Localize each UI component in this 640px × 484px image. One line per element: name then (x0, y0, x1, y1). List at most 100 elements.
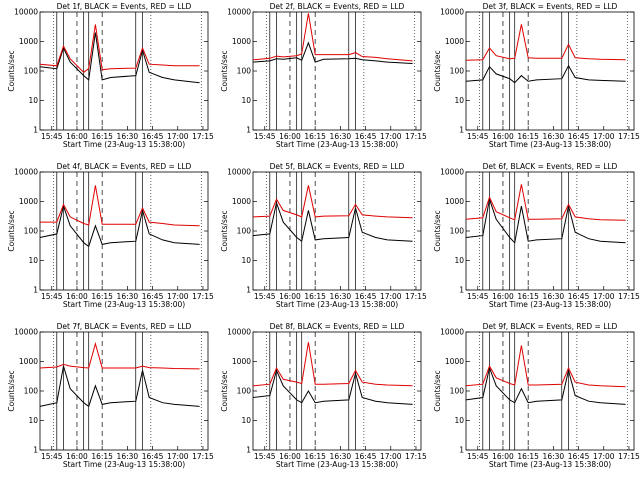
x-axis-label: Start Time (23-Aug-13 15:38:00) (276, 300, 398, 309)
plot-frame (252, 171, 422, 291)
x-tick-label: 16:00 (66, 132, 88, 141)
x-tick-label: 17:00 (593, 132, 615, 141)
lld-series-line (39, 341, 200, 370)
panel-2: Det 2f, BLACK = Events, RED = LLD 1 10 100 1… (220, 2, 427, 149)
x-tick-label: 17:00 (380, 292, 402, 301)
y-tick-label: 1000 (19, 37, 38, 46)
y-tick-label: 100 (24, 227, 39, 236)
plot-frame (465, 171, 635, 291)
lld-series-line (252, 13, 413, 62)
x-tick-label: 16:45 (568, 292, 590, 301)
y-tick-label: 1 (246, 446, 251, 455)
y-tick-label: 10000 (440, 8, 464, 17)
x-tick-label: 16:00 (279, 452, 301, 461)
x-axis-label: Start Time (23-Aug-13 15:38:00) (489, 300, 611, 309)
x-tick-label: 17:15 (618, 132, 640, 141)
plot-frame (252, 11, 422, 131)
y-tick-label: 10000 (14, 8, 38, 17)
y-tick-label: 1 (459, 126, 464, 135)
y-tick-label: 1 (33, 286, 38, 295)
lld-series-line (465, 24, 626, 61)
y-axis-label: Counts/sec (433, 370, 442, 411)
x-tick-label: 16:30 (330, 452, 352, 461)
x-tick-label: 16:45 (142, 132, 164, 141)
y-tick-label: 100 (24, 67, 39, 76)
x-tick-label: 17:00 (593, 452, 615, 461)
x-tick-label: 16:45 (142, 452, 164, 461)
y-tick-label: 1000 (445, 357, 464, 366)
y-tick-label: 10 (28, 416, 38, 425)
y-tick-label: 100 (24, 387, 39, 396)
events-series-line (465, 366, 626, 405)
y-tick-label: 100 (237, 227, 252, 236)
events-series-line (252, 41, 413, 64)
y-tick-label: 10 (454, 256, 464, 265)
y-axis-label: Counts/sec (220, 370, 229, 411)
y-axis-label: Counts/sec (433, 210, 442, 251)
x-tick-label: 16:15 (304, 452, 326, 461)
x-tick-label: 16:15 (517, 132, 539, 141)
y-tick-label: 1000 (19, 197, 38, 206)
lld-series-line (40, 185, 200, 227)
panel-8: Det 8f, BLACK = Events, RED = LLD 1 10 100 1… (220, 322, 427, 469)
x-tick-label: 17:00 (167, 292, 189, 301)
events-series-line (39, 204, 200, 248)
x-tick-label: 16:15 (91, 452, 113, 461)
events-series-line (39, 365, 200, 408)
panel-6: Det 6f, BLACK = Events, RED = LLD 1 10 100 1… (433, 162, 640, 309)
x-tick-label: 17:00 (593, 292, 615, 301)
x-tick-label: 17:15 (618, 292, 640, 301)
y-tick-label: 10 (241, 416, 251, 425)
y-tick-label: 1000 (232, 37, 251, 46)
x-tick-label: 16:30 (330, 292, 352, 301)
x-tick-label: 16:15 (517, 452, 539, 461)
x-tick-label: 15:45 (41, 292, 63, 301)
lld-series-line (252, 342, 413, 387)
x-tick-label: 17:00 (167, 452, 189, 461)
y-tick-label: 10000 (227, 168, 251, 177)
y-tick-label: 1000 (232, 357, 251, 366)
x-tick-label: 17:00 (380, 132, 402, 141)
x-tick-label: 16:30 (543, 452, 565, 461)
x-tick-label: 15:45 (254, 452, 276, 461)
y-axis-label: Counts/sec (7, 210, 16, 251)
panel-7: Det 7f, BLACK = Events, RED = LLD 1 10 100 1… (7, 322, 214, 469)
x-tick-label: 16:30 (543, 132, 565, 141)
x-tick-label: 16:45 (355, 292, 377, 301)
panel-9: Det 9f, BLACK = Events, RED = LLD 1 10 100 1… (433, 322, 640, 469)
x-tick-label: 16:00 (492, 292, 514, 301)
y-tick-label: 10 (241, 96, 251, 105)
x-axis-label: Start Time (23-Aug-13 15:38:00) (489, 460, 611, 469)
y-axis-label: Counts/sec (220, 50, 229, 91)
panel-title: Det 1f, BLACK = Events, RED = LLD (57, 2, 192, 11)
x-tick-label: 15:45 (467, 292, 489, 301)
x-tick-label: 17:15 (405, 292, 427, 301)
y-tick-label: 10 (28, 256, 38, 265)
x-tick-label: 16:30 (117, 452, 139, 461)
x-tick-label: 16:45 (355, 452, 377, 461)
panel-3: Det 3f, BLACK = Events, RED = LLD 1 10 100 1… (433, 2, 640, 149)
x-tick-label: 16:45 (142, 292, 164, 301)
y-tick-label: 1 (33, 126, 38, 135)
plot-frame (39, 11, 209, 131)
x-tick-label: 16:45 (568, 132, 590, 141)
x-tick-label: 15:45 (41, 132, 63, 141)
y-tick-label: 100 (450, 227, 465, 236)
panel-title: Det 5f, BLACK = Events, RED = LLD (270, 162, 405, 171)
y-tick-label: 10000 (14, 168, 38, 177)
x-tick-label: 16:00 (279, 292, 301, 301)
y-tick-label: 1 (33, 446, 38, 455)
x-tick-label: 16:15 (91, 292, 113, 301)
x-axis-label: Start Time (23-Aug-13 15:38:00) (276, 460, 398, 469)
panel-title: Det 7f, BLACK = Events, RED = LLD (57, 322, 192, 331)
x-axis-label: Start Time (23-Aug-13 15:38:00) (63, 300, 185, 309)
plot-frame (39, 171, 209, 291)
x-tick-label: 16:45 (568, 452, 590, 461)
x-axis-label: Start Time (23-Aug-13 15:38:00) (489, 140, 611, 149)
lld-series-line (465, 184, 626, 221)
x-tick-label: 16:30 (330, 132, 352, 141)
plot-frame (252, 331, 422, 451)
y-tick-label: 1000 (232, 197, 251, 206)
